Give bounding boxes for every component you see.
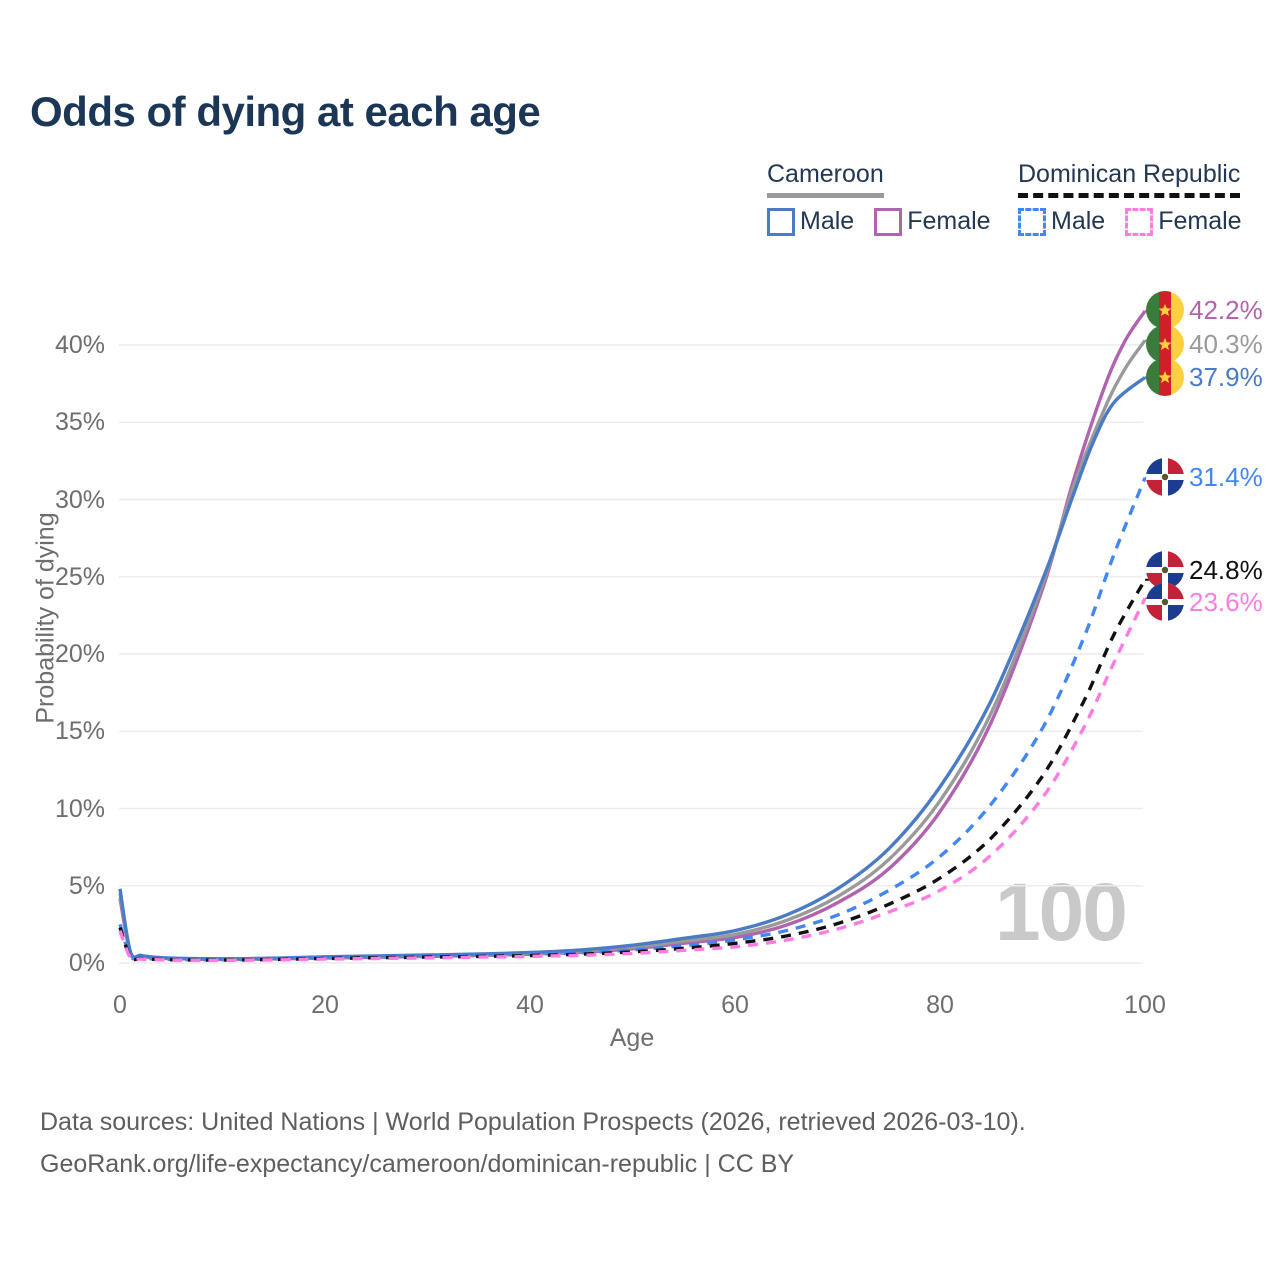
age-watermark: 100 — [995, 867, 1128, 958]
legend-swatch-dominican-male[interactable] — [1018, 207, 1046, 236]
end-value-cameroon-both: 40.3% — [1189, 328, 1263, 359]
y-tick-10%: 10% — [54, 794, 105, 823]
end-value-cameroon-male: 37.9% — [1189, 361, 1263, 392]
y-tick-35%: 35% — [54, 408, 105, 437]
y-tick-5%: 5% — [68, 871, 105, 900]
end-value-cameroon-female: 42.2% — [1189, 294, 1263, 325]
end-value-dominican-both: 24.8% — [1189, 554, 1263, 585]
end-label-cameroon-male: 37.9% — [1146, 358, 1263, 396]
dominican-republic-flag-icon — [1146, 583, 1184, 621]
page-title: Odds of dying at each age — [30, 88, 541, 135]
legend-swatch-cameroon-male[interactable] — [767, 207, 795, 236]
legend-title-cameroon[interactable]: Cameroon — [767, 160, 884, 198]
x-tick-60: 60 — [721, 991, 749, 1019]
legend-swatch-dominican-female[interactable] — [1125, 207, 1154, 236]
y-tick-40%: 40% — [54, 331, 105, 359]
dominican-republic-flag-icon — [1146, 551, 1184, 589]
end-value-dominican-female: 23.6% — [1189, 586, 1263, 617]
x-tick-0: 0 — [113, 991, 127, 1019]
y-tick-0%: 0% — [68, 949, 105, 977]
x-tick-40: 40 — [516, 991, 544, 1019]
legend-label-dominican-male[interactable]: Male — [1051, 207, 1106, 235]
series-line-cameroon-male[interactable] — [118, 376, 1147, 961]
y-tick-25%: 25% — [54, 562, 105, 591]
end-label-cameroon-female: 42.2% — [1146, 291, 1263, 329]
series-line-cameroon[interactable] — [118, 339, 1147, 961]
x-tick-100: 100 — [1124, 991, 1166, 1019]
series-line-cameroon-female[interactable] — [118, 310, 1147, 962]
x-axis-title: Age — [609, 1024, 655, 1052]
legend-row-dominican-republic: Male Female — [1018, 207, 1262, 236]
end-label-cameroon-both: 40.3% — [1146, 325, 1263, 363]
legend-label-cameroon-female[interactable]: Female — [907, 207, 991, 235]
legend-group-cameroon: Cameroon Male Female — [767, 160, 1011, 236]
legend-swatch-cameroon-female[interactable] — [874, 207, 903, 236]
end-value-dominican-male: 31.4% — [1189, 461, 1263, 492]
legend-group-dominican-republic: Dominican Republic Male Female — [1018, 160, 1262, 236]
series-line-dominican-republic[interactable] — [118, 578, 1147, 962]
x-tick-80: 80 — [926, 991, 954, 1019]
data-sources-text: Data sources: United Nations | World Pop… — [40, 1108, 1026, 1136]
end-label-dominican-both: 24.8% — [1146, 551, 1263, 589]
y-axis-title: Probability of dying — [31, 512, 60, 724]
end-label-dominican-female: 23.6% — [1146, 583, 1263, 621]
end-label-dominican-male: 31.4% — [1146, 458, 1263, 496]
y-tick-15%: 15% — [54, 717, 105, 746]
cameroon-flag-icon — [1146, 325, 1184, 363]
legend-row-cameroon: Male Female — [767, 207, 1011, 236]
dominican-republic-flag-icon — [1146, 458, 1184, 496]
legend-title-dominican-republic[interactable]: Dominican Republic — [1018, 160, 1241, 198]
y-tick-30%: 30% — [54, 485, 105, 514]
series-line-dominican-republic-female[interactable] — [118, 597, 1147, 963]
legend-label-dominican-female[interactable]: Female — [1158, 207, 1242, 235]
y-tick-20%: 20% — [54, 640, 105, 668]
legend-label-cameroon-male[interactable]: Male — [800, 207, 855, 235]
attribution-text: GeoRank.org/life-expectancy/cameroon/dom… — [40, 1150, 795, 1178]
x-tick-20: 20 — [311, 991, 339, 1019]
cameroon-flag-icon — [1146, 291, 1184, 329]
cameroon-flag-icon — [1146, 358, 1184, 396]
